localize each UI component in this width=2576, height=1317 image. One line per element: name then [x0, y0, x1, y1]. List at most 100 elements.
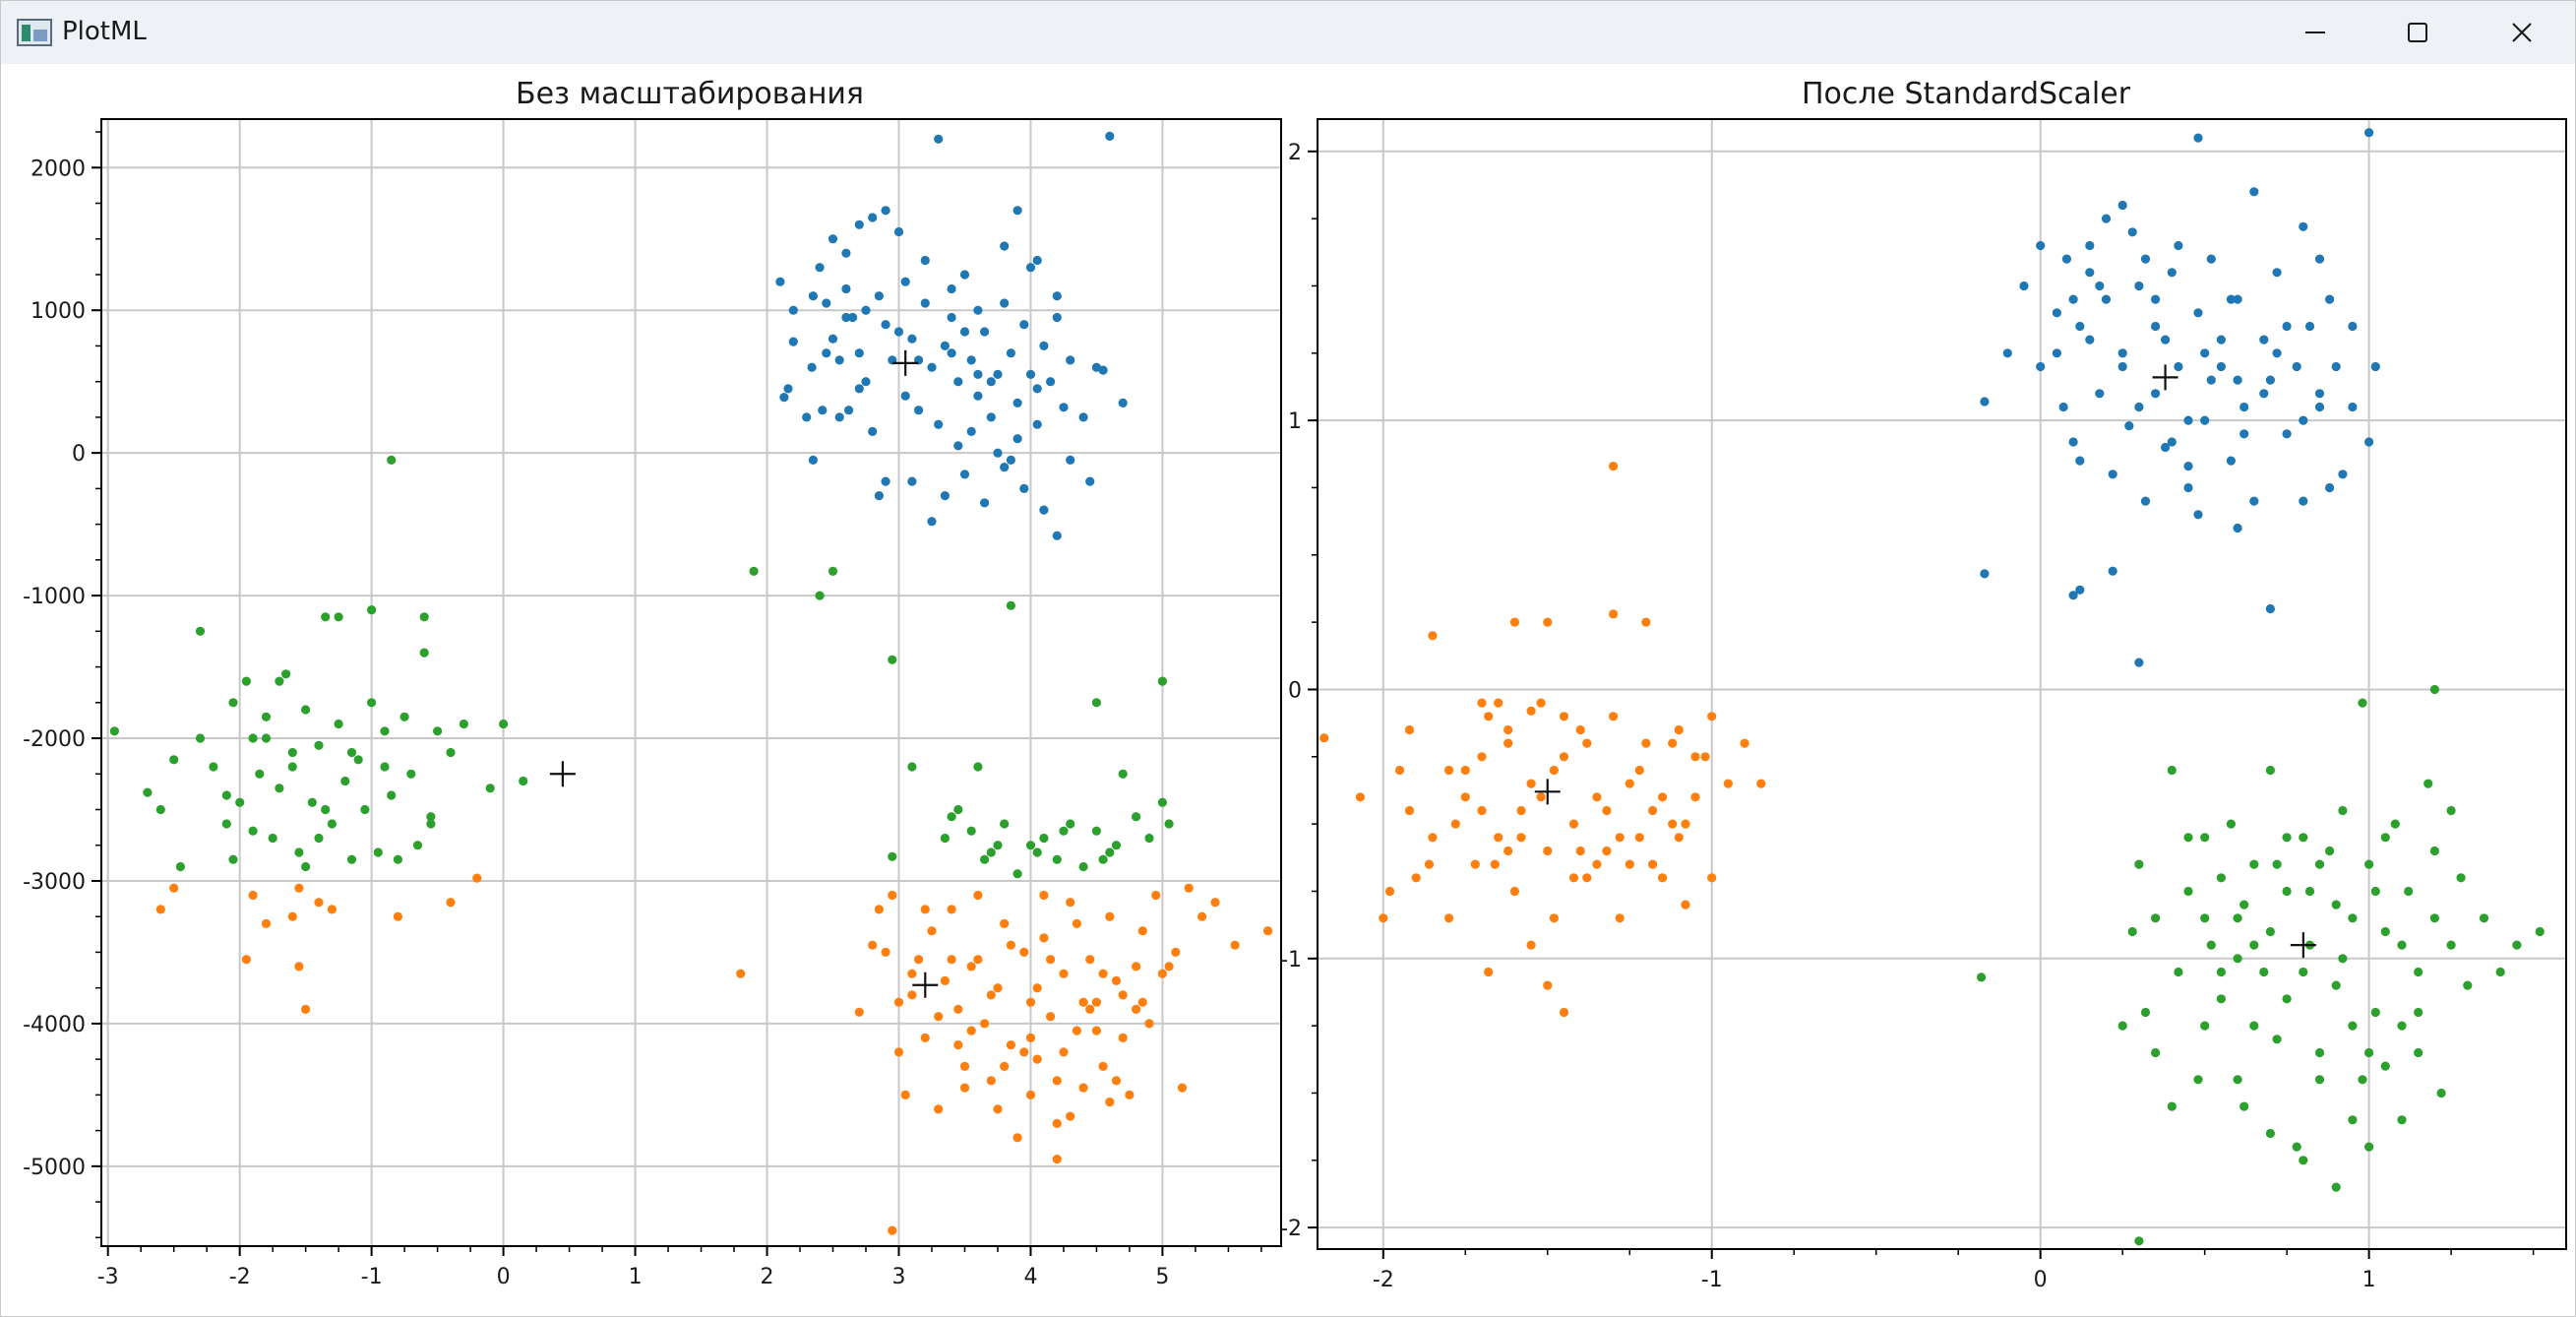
data-point: [788, 305, 798, 315]
data-point: [1602, 846, 1612, 856]
data-point: [881, 947, 890, 958]
data-point: [1740, 738, 1749, 748]
data-point: [1032, 1054, 1042, 1064]
data-point: [947, 812, 956, 822]
close-button[interactable]: [2473, 1, 2571, 64]
data-point: [314, 898, 324, 908]
data-point: [294, 883, 304, 893]
data-point: [1019, 1047, 1029, 1057]
data-point: [947, 955, 956, 965]
data-point: [1625, 779, 1634, 788]
data-point: [2167, 437, 2177, 447]
title-bar[interactable]: PlotML: [1, 1, 2575, 64]
data-point: [1025, 369, 1036, 379]
data-point: [2140, 496, 2151, 506]
data-point: [1582, 873, 1592, 883]
data-point: [1012, 869, 1022, 879]
data-point: [2282, 994, 2292, 1004]
data-point: [2265, 603, 2275, 614]
data-point: [1078, 412, 1088, 422]
centroid-marker: [2290, 932, 2316, 959]
data-point: [920, 905, 930, 914]
data-point: [907, 762, 917, 772]
data-point: [1516, 833, 1526, 843]
data-point: [1549, 765, 1559, 776]
data-point: [346, 854, 357, 864]
data-point: [2002, 348, 2012, 358]
data-point: [1379, 913, 1388, 923]
data-point: [2314, 859, 2325, 869]
data-point: [1460, 792, 1470, 802]
data-point: [1450, 819, 1460, 829]
data-point: [399, 712, 409, 721]
data-point: [947, 312, 956, 323]
data-point: [1012, 398, 1022, 408]
data-point: [2068, 294, 2078, 304]
data-point: [2174, 361, 2183, 372]
data-point: [446, 898, 456, 908]
data-point: [874, 491, 885, 501]
data-point: [2151, 389, 2161, 399]
data-point: [1039, 890, 1049, 901]
data-point: [893, 1047, 904, 1057]
data-point: [1177, 1083, 1188, 1093]
data-point: [2249, 940, 2259, 950]
data-point: [907, 990, 917, 1000]
data-point: [874, 291, 885, 301]
data-point: [2272, 1035, 2282, 1044]
data-point: [1000, 241, 1010, 251]
centroid-marker: [912, 972, 939, 998]
data-point: [2134, 859, 2144, 869]
maximize-button[interactable]: [2368, 1, 2467, 64]
data-point: [2127, 227, 2137, 237]
data-point: [2183, 462, 2193, 471]
data-point: [900, 277, 910, 286]
data-point: [1609, 462, 1619, 471]
data-point: [301, 705, 311, 715]
data-point: [2226, 819, 2236, 829]
data-point: [966, 826, 976, 836]
chart-title: После StandardScaler: [1802, 77, 2131, 111]
data-point: [2134, 1236, 2144, 1246]
data-point: [2299, 833, 2308, 843]
data-point: [1091, 997, 1101, 1007]
data-point: [380, 762, 390, 772]
data-point: [1111, 841, 1122, 850]
data-point: [2314, 389, 2325, 399]
data-point: [195, 626, 206, 636]
data-point: [2140, 1007, 2151, 1018]
data-point: [1230, 940, 1240, 950]
data-point: [275, 676, 284, 686]
data-point: [2314, 254, 2325, 264]
data-point: [1039, 505, 1049, 515]
data-point: [947, 348, 956, 358]
data-point: [519, 776, 528, 786]
data-point: [900, 391, 910, 401]
data-point: [2364, 437, 2374, 447]
data-point: [1059, 403, 1069, 412]
minimize-button[interactable]: [2266, 1, 2364, 64]
data-point: [888, 851, 897, 861]
data-point: [1059, 969, 1069, 978]
data-point: [2479, 913, 2489, 923]
data-point: [1025, 1090, 1036, 1099]
data-point: [1032, 255, 1042, 266]
data-point: [1674, 724, 1684, 735]
data-point: [940, 491, 951, 501]
data-point: [854, 348, 864, 358]
data-point: [1568, 873, 1579, 883]
data-point: [2370, 886, 2380, 897]
data-point: [1000, 918, 1010, 929]
data-point: [1039, 341, 1049, 350]
data-point: [986, 377, 996, 387]
data-point: [287, 911, 297, 921]
data-point: [841, 283, 851, 294]
data-point: [2429, 684, 2439, 695]
data-point: [1164, 819, 1174, 829]
data-point: [155, 804, 165, 815]
data-point: [327, 819, 337, 829]
data-point: [419, 648, 429, 658]
data-point: [426, 812, 436, 822]
data-point: [2174, 967, 2183, 977]
data-point: [367, 698, 377, 708]
